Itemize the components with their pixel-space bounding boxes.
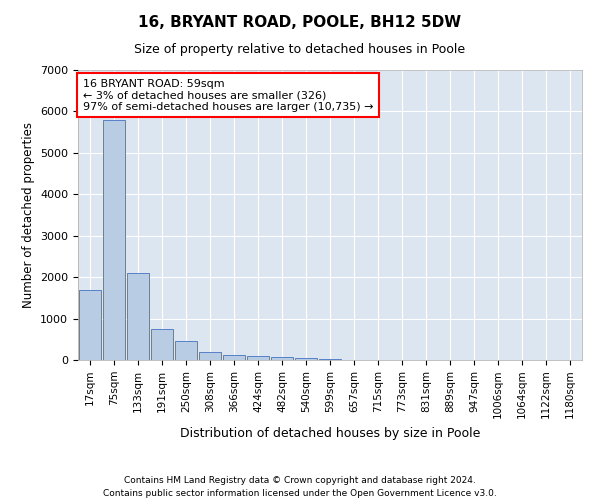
Y-axis label: Number of detached properties: Number of detached properties [22, 122, 35, 308]
Text: Contains HM Land Registry data © Crown copyright and database right 2024.
Contai: Contains HM Land Registry data © Crown c… [103, 476, 497, 498]
Text: 16 BRYANT ROAD: 59sqm
← 3% of detached houses are smaller (326)
97% of semi-deta: 16 BRYANT ROAD: 59sqm ← 3% of detached h… [83, 78, 374, 112]
Bar [319, 359, 341, 360]
Bar [175, 342, 197, 360]
Bar [199, 352, 221, 360]
Bar [151, 329, 173, 360]
Bar [79, 290, 101, 360]
Bar [103, 120, 125, 360]
Bar [223, 354, 245, 360]
Text: Size of property relative to detached houses in Poole: Size of property relative to detached ho… [134, 42, 466, 56]
Bar [127, 273, 149, 360]
Bar [271, 356, 293, 360]
Bar [295, 358, 317, 360]
Bar [247, 356, 269, 360]
X-axis label: Distribution of detached houses by size in Poole: Distribution of detached houses by size … [180, 427, 480, 440]
Text: 16, BRYANT ROAD, POOLE, BH12 5DW: 16, BRYANT ROAD, POOLE, BH12 5DW [139, 15, 461, 30]
